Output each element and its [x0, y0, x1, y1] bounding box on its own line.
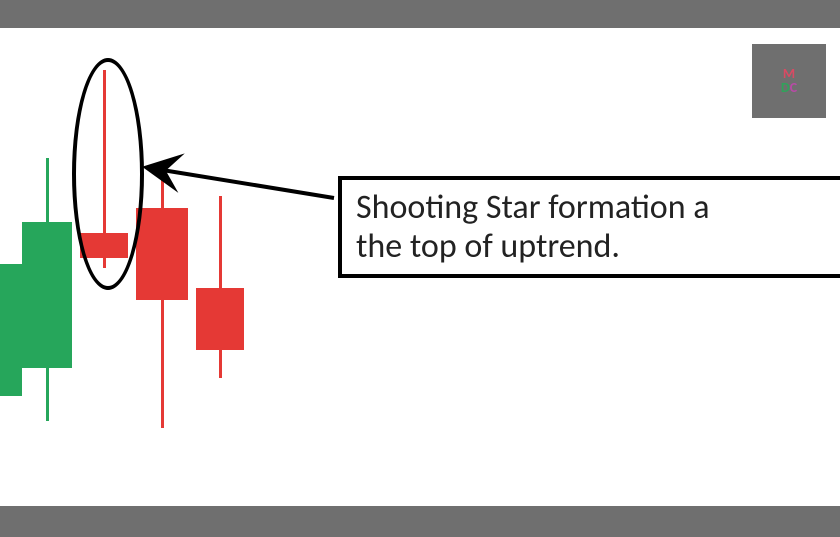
- candle-body: [196, 288, 244, 350]
- logo-letter: D: [781, 81, 790, 95]
- annotation-text-line2: the top of uptrend.: [356, 227, 828, 266]
- logo-badge: MDC: [752, 44, 826, 118]
- highlight-ellipse: [72, 58, 144, 290]
- candle-body: [0, 264, 22, 396]
- candle-body: [136, 208, 188, 300]
- candle-wick: [219, 196, 222, 378]
- annotation-text-line1: Shooting Star formation a: [356, 188, 828, 227]
- annotation-label: Shooting Star formation a the top of upt…: [338, 176, 840, 278]
- logo-letter: C: [790, 81, 797, 95]
- candle-body: [22, 222, 72, 368]
